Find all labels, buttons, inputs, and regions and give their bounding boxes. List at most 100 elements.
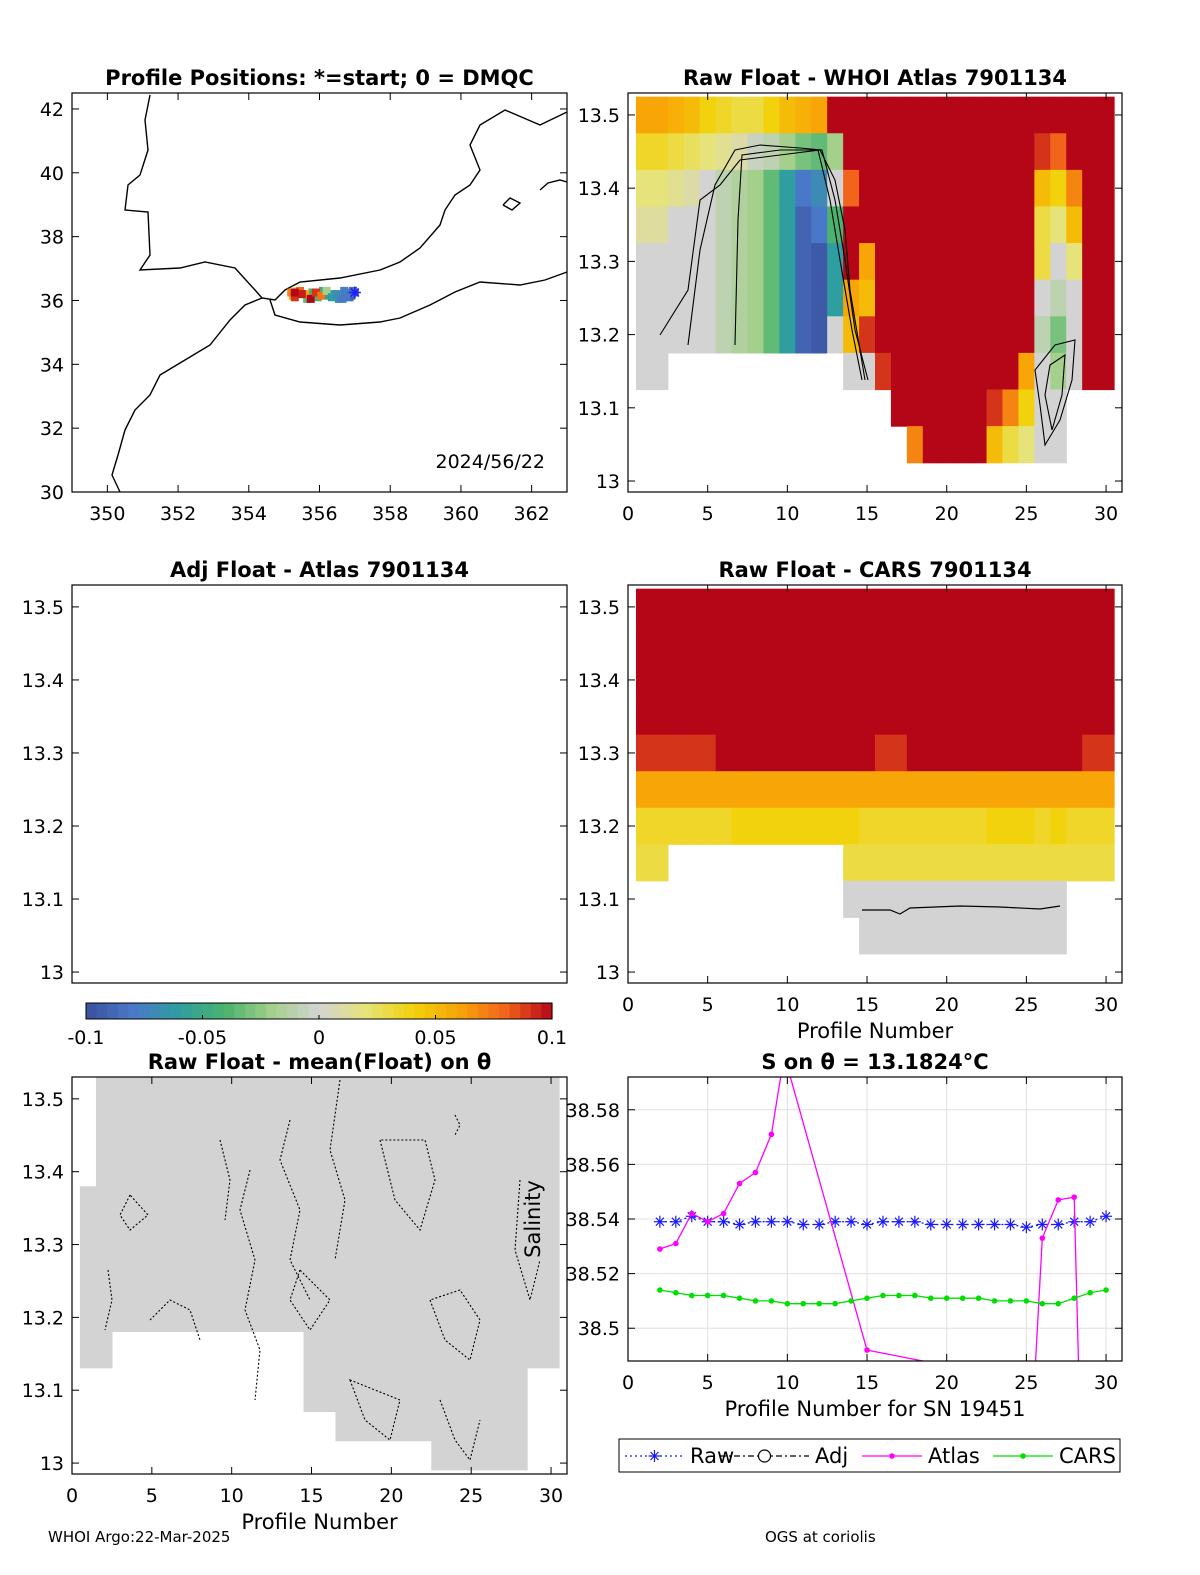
salinity-ytick-label: 38.58 [566, 1100, 620, 1122]
cars-cell [1002, 771, 1020, 809]
cars-cell [1082, 661, 1099, 699]
atlas-cell [859, 279, 876, 317]
atlas-cell [906, 96, 924, 134]
cars-cell [827, 698, 844, 736]
mean-contour-line [439, 1399, 481, 1462]
cars-cell [938, 880, 956, 918]
cars-point [752, 1298, 759, 1304]
atlas-xtick-label: 20 [935, 503, 959, 525]
atlas-cell [986, 96, 1004, 134]
atlas-cell [938, 96, 956, 134]
atlas-cell [731, 133, 749, 171]
cars-point [784, 1300, 791, 1307]
coastline [269, 271, 568, 326]
cars-cell [970, 588, 988, 626]
atlas-cell [635, 279, 653, 317]
cars-cell [715, 734, 733, 772]
atlas-cell [699, 279, 717, 317]
mean-cell [143, 1077, 161, 1332]
atlas-cell [651, 243, 669, 281]
cars-cell [667, 588, 685, 626]
mean-cell [271, 1077, 289, 1332]
atlas-cell [875, 279, 892, 317]
atlas-cell [635, 352, 653, 391]
cars-cell [843, 807, 860, 845]
atlas-cell [1034, 352, 1051, 391]
mean-contour-line [379, 1139, 436, 1232]
cars-point [720, 1292, 727, 1299]
cars-cell [795, 625, 812, 663]
cars-cell [1002, 588, 1020, 626]
atlas-cell [1002, 426, 1020, 464]
cars-cell [683, 588, 701, 626]
atlas-cell [715, 133, 733, 171]
atlas-cell [795, 279, 812, 317]
map-ytick-label: 30 [40, 482, 64, 504]
cars-point [848, 1298, 854, 1304]
cars-cell [922, 625, 940, 663]
atlas-title: Raw Float - WHOI Atlas 7901134 [683, 66, 1067, 90]
atlas-cell [906, 352, 924, 391]
atlas-cell [1066, 96, 1083, 134]
atlas-cell [954, 316, 972, 354]
cars-cell [938, 917, 956, 955]
adj-title: Adj Float - Atlas 7901134 [170, 558, 469, 582]
cars-cell [763, 734, 780, 772]
atlas-cell [1034, 426, 1051, 464]
cars-cell [1098, 588, 1115, 626]
cars-cell [1066, 625, 1083, 663]
atlas-xtick-label: 0 [622, 503, 634, 525]
cars-cell [922, 844, 940, 882]
atlas-cell [1098, 352, 1115, 391]
atlas-cell [922, 206, 940, 244]
cars-cell [970, 807, 988, 845]
colorbar-tick-label: -0.1 [67, 1027, 104, 1049]
cars-point [800, 1300, 807, 1307]
atlas-cell [906, 426, 924, 464]
atlas-cell [1002, 96, 1020, 134]
mean-contour-line [119, 1194, 149, 1231]
cars-cell [651, 807, 669, 845]
cars-point [1055, 1300, 1062, 1307]
cars-point [912, 1292, 918, 1299]
colorbar-segment [266, 1003, 278, 1019]
raw-point [1084, 1215, 1097, 1228]
colorbar-segment [244, 1003, 257, 1019]
cars-cell [1002, 661, 1020, 699]
cars-cell [986, 880, 1004, 918]
footer-right: OGS at coriolis [765, 1528, 876, 1546]
mean-cell [239, 1077, 257, 1332]
atlas-cell [1082, 352, 1099, 391]
atlas-cell [1002, 279, 1020, 317]
cars-cell [795, 771, 812, 809]
colorbar-tick-label: 0.05 [414, 1027, 456, 1049]
cars-cell [731, 698, 749, 736]
cars-cell [1018, 698, 1035, 736]
mean-contour-line [219, 1139, 231, 1221]
cars-cell [1050, 661, 1067, 699]
mean-contour-line [329, 1079, 346, 1261]
cars-cell [1066, 698, 1083, 736]
cars-cell [890, 917, 908, 955]
cars-cell [1098, 734, 1115, 772]
cars-cell [667, 698, 685, 736]
cars-ytick-label: 13.5 [578, 597, 620, 619]
atlas-cell [890, 133, 908, 171]
atlas-cell [906, 389, 924, 427]
cars-cell [827, 661, 844, 699]
adj-ytick-label: 13.1 [22, 889, 64, 911]
raw-point [1020, 1221, 1033, 1234]
cars-cell [811, 734, 828, 772]
raw-point [972, 1218, 985, 1231]
atlas-cell [731, 96, 749, 134]
atlas-cell [1066, 169, 1083, 208]
mean-cell [127, 1077, 145, 1332]
atlas-cell [811, 206, 828, 244]
raw-point-stroke [1006, 1220, 1015, 1229]
atlas-cell [747, 243, 765, 281]
atlas-cell [922, 389, 940, 427]
cars-cell [1082, 588, 1099, 626]
cars-cell [1098, 807, 1115, 845]
atlas-cell [970, 243, 988, 281]
cars-cell [922, 880, 940, 918]
